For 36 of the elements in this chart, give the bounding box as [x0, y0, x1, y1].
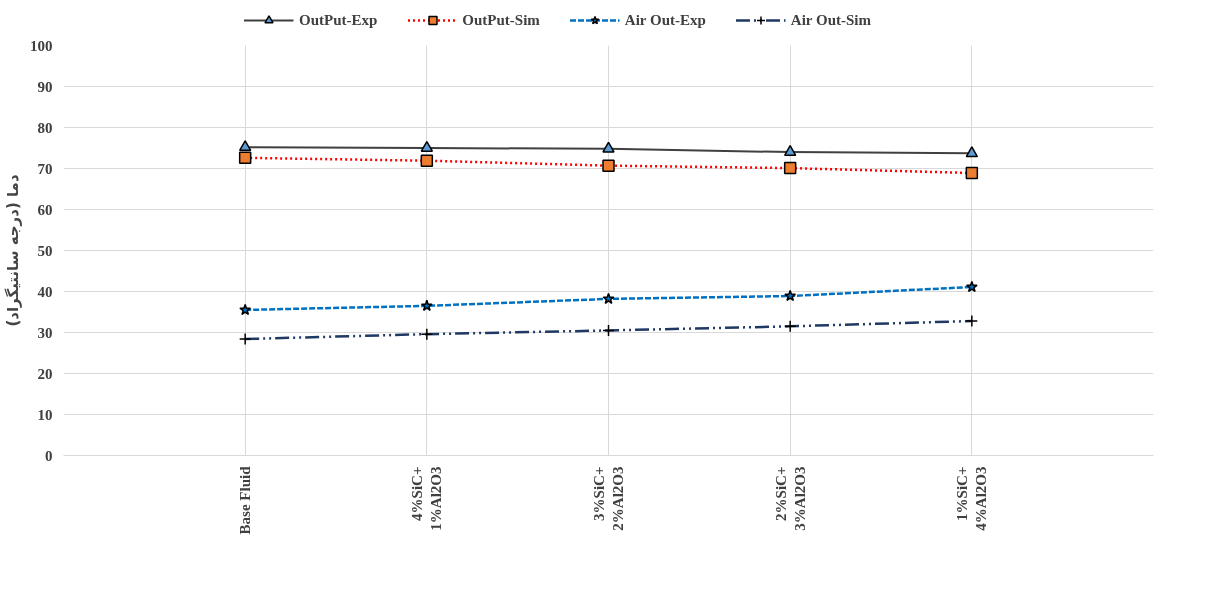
legend-label: OutPut-Exp: [298, 11, 378, 29]
y-tick-label: 80: [37, 119, 53, 136]
x-tick-label: 4%SiC+ 1%Al2O3: [409, 466, 445, 531]
point: [965, 166, 979, 180]
legend-label: Air Out-Exp: [624, 11, 706, 29]
y-tick-label: 70: [37, 160, 53, 177]
point: [420, 140, 434, 152]
y-tick-label: 90: [37, 78, 53, 95]
y-tick-label: 50: [37, 242, 53, 259]
x-tick-label: 3%SiC+ 2%Al2O3: [590, 466, 627, 531]
y-tick-label: 40: [37, 283, 53, 300]
point: [784, 289, 797, 302]
point: [965, 280, 978, 293]
y-tick-label: 30: [37, 324, 53, 341]
x-tick-label: Base Fluid: [237, 465, 254, 535]
point: [238, 140, 252, 152]
point: [239, 303, 252, 316]
point: [420, 299, 433, 312]
point: [602, 292, 615, 305]
y-axis-title: دما (درجه سانتیگراد): [4, 174, 22, 327]
point: [602, 159, 615, 172]
point: [965, 146, 979, 158]
point: [420, 154, 434, 167]
y-tick-label: 0: [45, 447, 53, 464]
x-tick-label: 1%SiC+ 4%Al2O3: [954, 466, 990, 531]
point: [783, 145, 797, 157]
y-tick-label: 10: [37, 406, 53, 423]
point: [602, 141, 615, 153]
legend-label: OutPut-Sim: [462, 11, 540, 29]
point: [783, 161, 797, 175]
x-tick-label: 2%SiC+ 3%Al2O3: [772, 466, 808, 531]
y-tick-label: 100: [30, 37, 53, 54]
point: [238, 151, 252, 165]
y-tick-label: 60: [37, 201, 53, 218]
y-tick-label: 20: [37, 365, 53, 382]
legend-label: Air Out-Sim: [790, 11, 871, 29]
